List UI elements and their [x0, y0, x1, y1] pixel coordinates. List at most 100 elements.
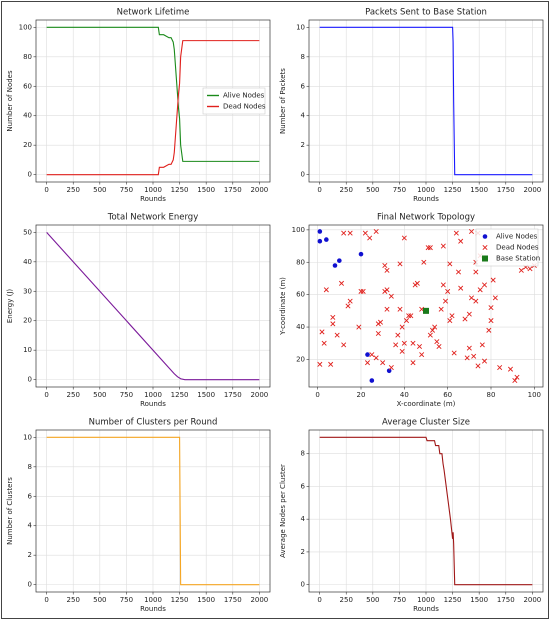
y-tick-label: 10 [23, 433, 32, 441]
x-tick-label: 750 [120, 596, 133, 604]
marker [473, 269, 479, 275]
marker [386, 368, 392, 374]
marker [330, 314, 336, 320]
marker [345, 303, 351, 309]
marker [375, 331, 381, 337]
x-tick-label: 1500 [470, 186, 488, 194]
marker [514, 374, 520, 380]
marker [482, 244, 488, 251]
marker [477, 287, 483, 293]
x-tick-label: 1500 [197, 391, 215, 399]
y-tick-label: 20 [296, 355, 305, 363]
x-tick-label: 1500 [470, 596, 488, 604]
marker [364, 360, 371, 366]
marker [434, 339, 440, 345]
y-tick-label: 6 [301, 82, 306, 90]
marker [328, 361, 334, 367]
chart-title: Number of Clusters per Round [89, 418, 218, 428]
marker [369, 378, 375, 383]
marker [373, 228, 379, 234]
legend-label: Base Station [496, 255, 540, 263]
data-line [319, 26, 533, 176]
marker [347, 230, 353, 236]
marker [479, 342, 485, 348]
y-tick-label: 80 [23, 53, 32, 61]
x-tick-label: 750 [120, 391, 133, 399]
x-axis-label: Rounds [140, 605, 166, 613]
y-tick-label: 60 [23, 82, 32, 90]
marker [488, 318, 494, 324]
x-tick-label: 1250 [444, 596, 462, 604]
x-tick-label: 250 [67, 186, 80, 194]
marker [425, 245, 431, 251]
x-tick-label: 1750 [224, 596, 242, 604]
marker [341, 342, 347, 348]
x-tick-label: 0 [315, 391, 319, 399]
y-axis-label: Y-coordinate (m) [279, 277, 287, 336]
marker [429, 327, 436, 333]
legend-label: Alive Nodes [223, 92, 265, 100]
x-tick-label: 100 [528, 391, 541, 399]
marker [440, 282, 446, 288]
marker [384, 306, 390, 312]
data-line [46, 436, 260, 586]
y-tick-label: 60 [296, 291, 305, 299]
marker [475, 363, 481, 369]
marker [427, 332, 433, 338]
x-tick-label: 1750 [497, 186, 515, 194]
y-tick-label: 8 [301, 450, 305, 458]
marker [468, 228, 475, 234]
marker [317, 361, 323, 367]
marker [384, 287, 390, 293]
x-tick-label: 500 [93, 186, 106, 194]
marker [319, 329, 325, 335]
marker [406, 313, 412, 319]
y-tick-label: 8 [28, 463, 32, 471]
legend-label: Alive Nodes [496, 233, 538, 241]
x-tick-label: 750 [120, 186, 133, 194]
x-tick-label: 1000 [144, 596, 162, 604]
x-tick-label: 2000 [250, 596, 268, 604]
x-tick-label: 250 [340, 596, 353, 604]
marker [323, 287, 329, 293]
marker [453, 230, 459, 236]
marker [401, 235, 407, 241]
x-axis-label: Rounds [413, 605, 439, 613]
marker [397, 261, 403, 267]
x-tick-label: 500 [366, 596, 379, 604]
y-tick-label: 6 [28, 492, 33, 500]
chart-title: Packets Sent to Base Station [365, 8, 487, 18]
y-axis-label: Energy (J) [6, 289, 14, 324]
y-tick-label: 0 [28, 171, 32, 179]
marker [464, 355, 470, 361]
marker [488, 305, 494, 311]
x-tick-label: 20 [357, 391, 366, 399]
marker [347, 298, 353, 304]
marker [512, 378, 518, 384]
marker [388, 365, 394, 371]
marker [337, 258, 342, 263]
marker [458, 238, 464, 244]
marker [373, 355, 379, 361]
marker [403, 318, 410, 324]
marker [482, 255, 488, 262]
marker [473, 298, 479, 304]
marker [414, 280, 420, 286]
y-tick-label: 10 [23, 346, 32, 354]
marker [432, 324, 438, 330]
x-tick-label: 1000 [144, 391, 162, 399]
data-line [46, 40, 260, 176]
legend-label: Dead Nodes [496, 244, 539, 252]
y-tick-label: 80 [296, 258, 305, 266]
y-tick-label: 50 [23, 228, 32, 236]
x-tick-label: 2000 [523, 186, 541, 194]
marker [393, 342, 399, 348]
marker [358, 251, 364, 257]
marker [334, 332, 340, 338]
marker [367, 235, 373, 241]
marker [471, 353, 477, 359]
x-tick-label: 1250 [171, 186, 189, 194]
x-tick-label: 1000 [417, 186, 435, 194]
y-tick-label: 2 [301, 548, 305, 556]
marker [377, 319, 384, 325]
